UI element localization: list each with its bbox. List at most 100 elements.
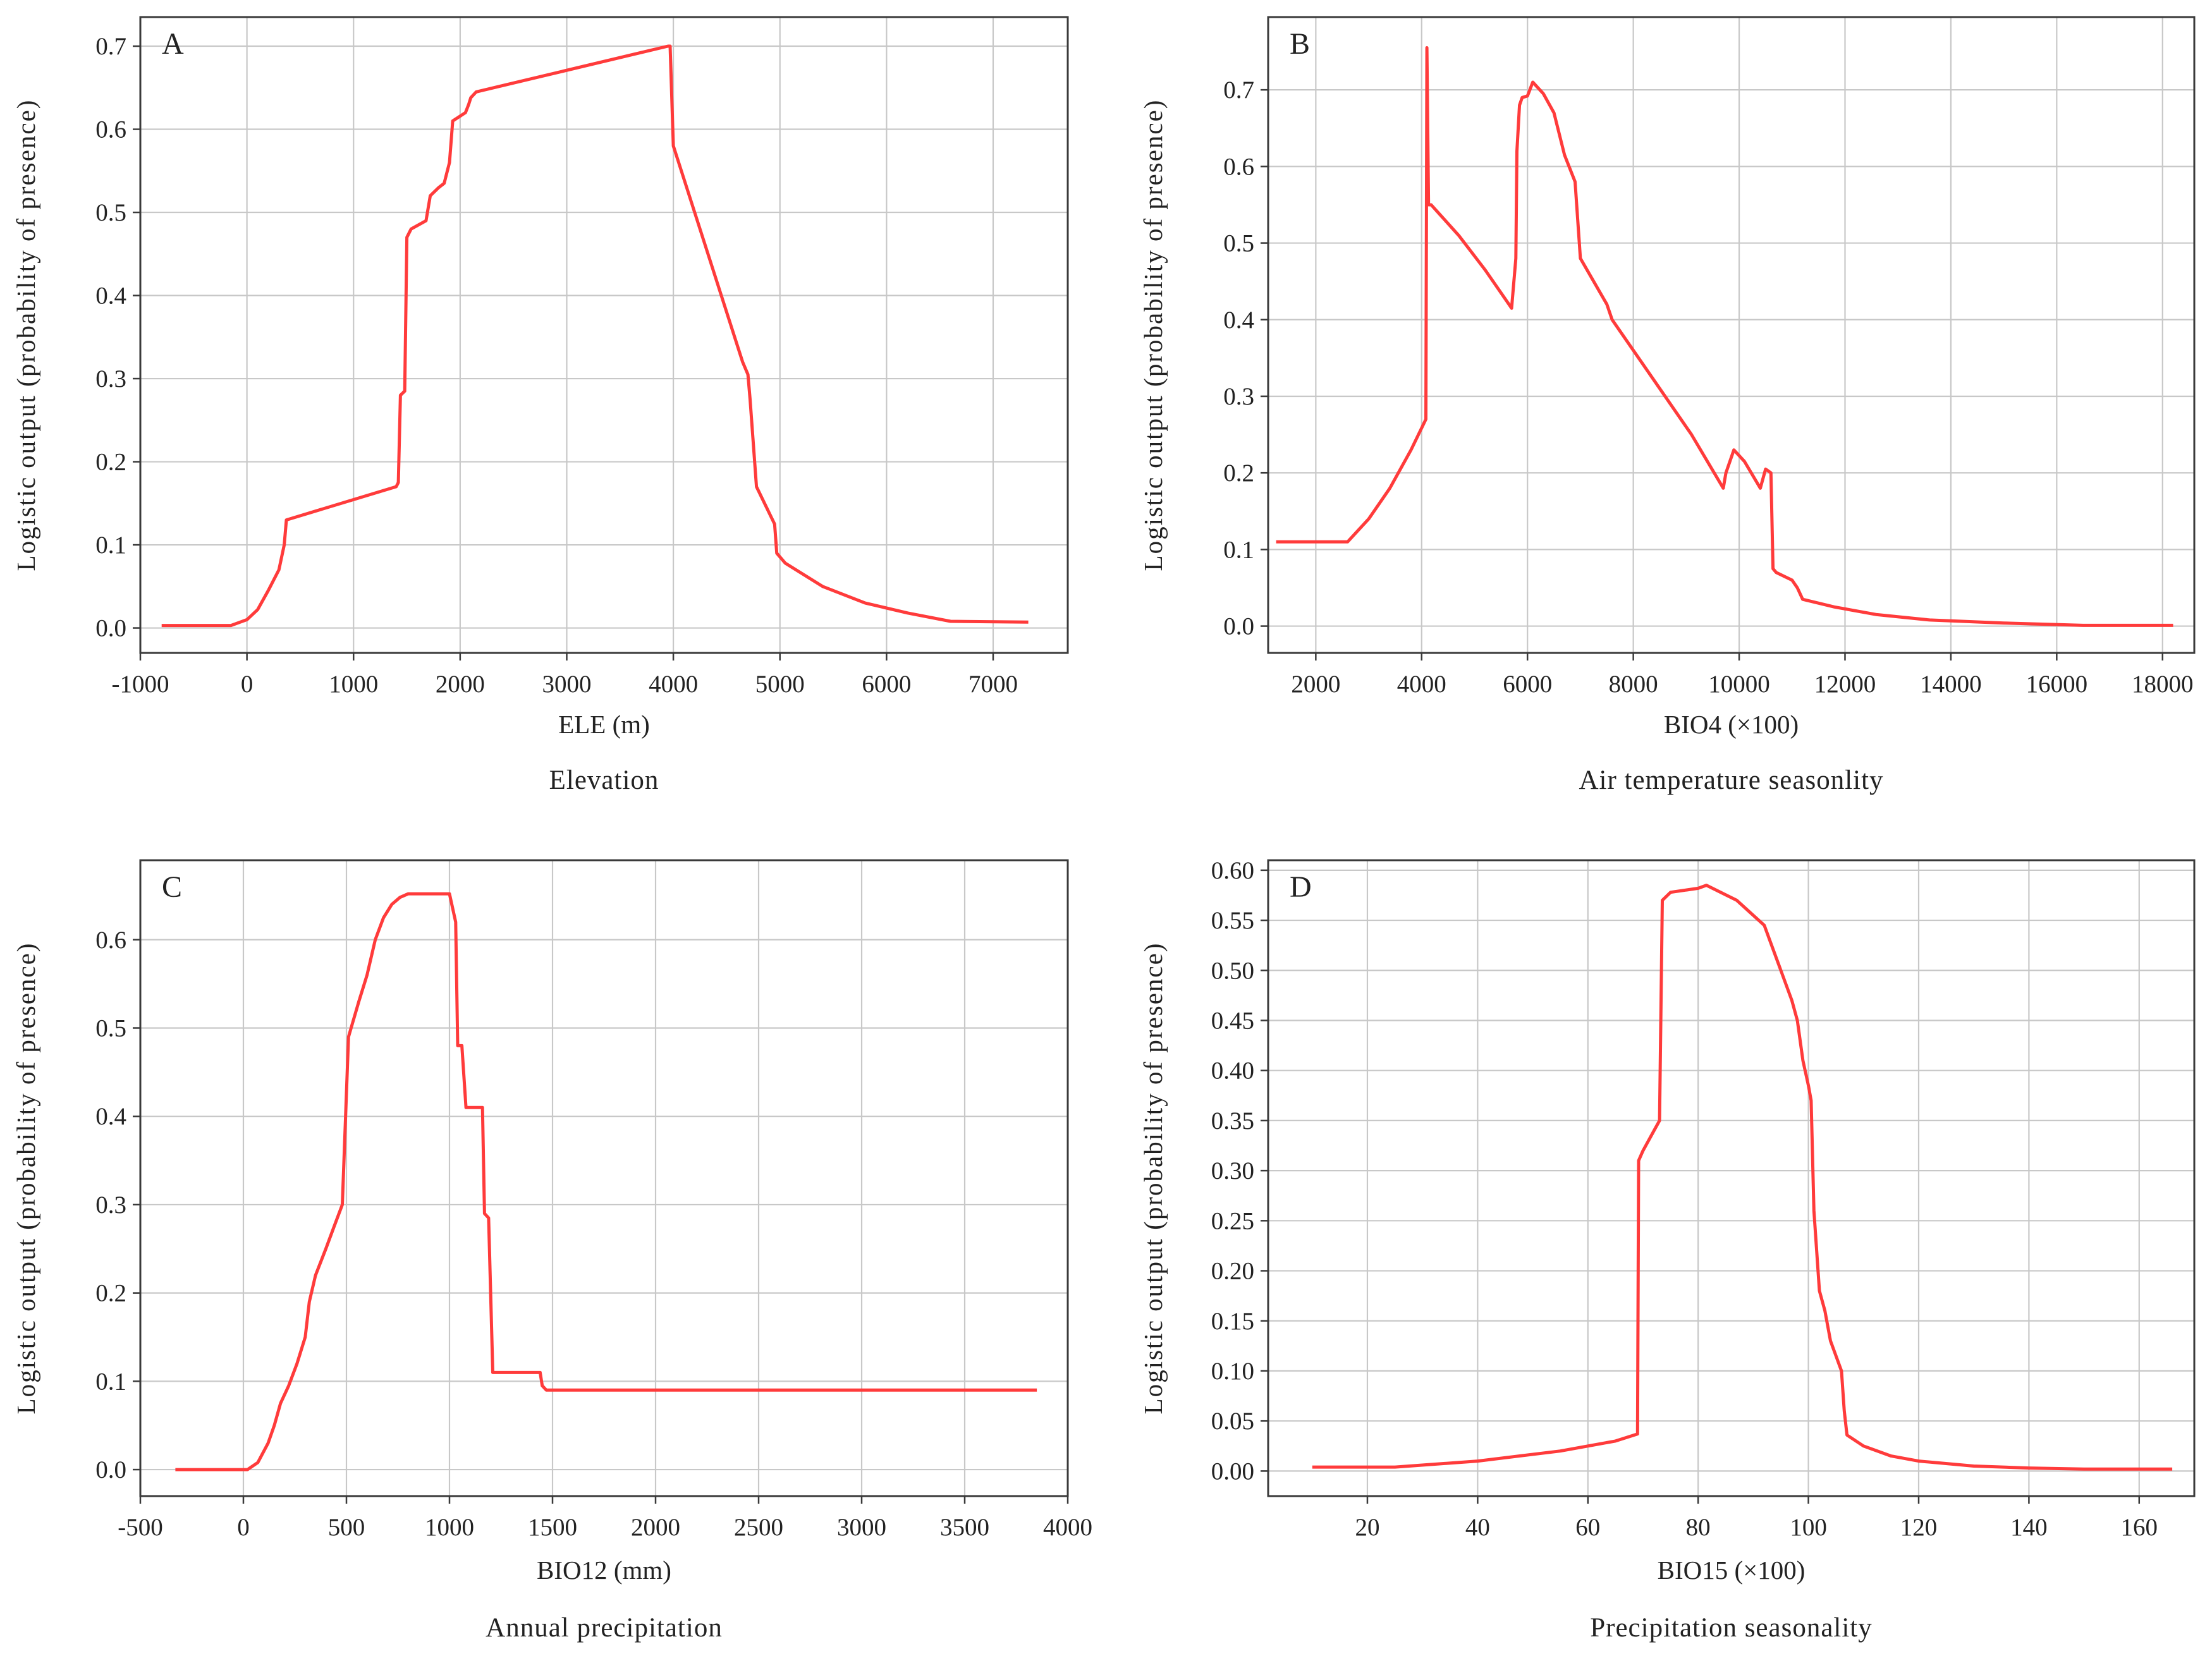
panel-D-ytick-label-12: 0.60 bbox=[1211, 857, 1254, 884]
panel-D-xtick-label-6: 140 bbox=[2010, 1514, 2048, 1541]
panel-C-xtick-label-2: 500 bbox=[328, 1514, 365, 1541]
panel-C-xtick-label-1: 0 bbox=[237, 1514, 250, 1541]
panel-B-xtick-label-3: 8000 bbox=[1609, 671, 1658, 698]
panel-A-xtick-label-5: 4000 bbox=[649, 671, 698, 698]
panel-A-letter: A bbox=[162, 27, 184, 61]
panel-A-xtick-label-7: 6000 bbox=[862, 671, 911, 698]
panel-D-ytick-label-8: 0.40 bbox=[1211, 1057, 1254, 1085]
panel-D-ytick-label-4: 0.20 bbox=[1211, 1258, 1254, 1285]
panel-A-ytick-label-2: 0.2 bbox=[95, 449, 126, 476]
panel-D-ytick-label-2: 0.10 bbox=[1211, 1358, 1254, 1385]
panel-D-ytick-label-10: 0.50 bbox=[1211, 957, 1254, 984]
panel-B-xtick-label-0: 2000 bbox=[1291, 671, 1340, 698]
panel-D-ytick-label-1: 0.05 bbox=[1211, 1408, 1254, 1435]
panel-A-xlabel: ELE (m) bbox=[558, 710, 650, 739]
panel-A-xtick-label-3: 2000 bbox=[436, 671, 485, 698]
panel-C-xtick-label-3: 1000 bbox=[425, 1514, 474, 1541]
panel-A-ticks: -1000 0 1000 2000 3000 4000 5000 6000 7000 0.0 0.1… bbox=[95, 33, 1018, 698]
panel-C-xtick-label-5: 2000 bbox=[631, 1514, 680, 1541]
panel-C-xtick-label-4: 1500 bbox=[528, 1514, 577, 1541]
panel-C-ytick-label-2: 0.2 bbox=[95, 1280, 126, 1307]
panel-A-ylabel: Logistic output (probability of presence… bbox=[11, 99, 40, 571]
panel-D-xtick-label-0: 20 bbox=[1355, 1514, 1379, 1541]
panel-B-caption: Air temperature seasonlity bbox=[1579, 765, 1883, 795]
panel-A-xtick-label-6: 5000 bbox=[755, 671, 805, 698]
panel-A-ytick-label-0: 0.0 bbox=[95, 615, 126, 642]
panel-A: -1000 0 1000 2000 3000 4000 5000 6000 7000 0.0 0.1… bbox=[11, 16, 1069, 795]
panel-D-ytick-label-5: 0.25 bbox=[1211, 1207, 1254, 1234]
panel-D: 20 40 60 80 100 120 140 160 0.00 0.05 0.10 0.15 0.20… bbox=[1139, 857, 2196, 1643]
panel-A-xtick-label-4: 3000 bbox=[542, 671, 591, 698]
panel-B-grid bbox=[1268, 17, 2194, 653]
panel-D-xtick-label-5: 120 bbox=[1900, 1514, 1938, 1541]
panel-C-ytick-label-6: 0.6 bbox=[95, 927, 126, 954]
panel-C-frame bbox=[139, 859, 1069, 1497]
panel-C-caption: Annual precipitation bbox=[486, 1613, 723, 1643]
panel-C-response-curve bbox=[175, 892, 1037, 1471]
panel-D-ytick-label-0: 0.00 bbox=[1211, 1458, 1254, 1485]
panel-D-ytick-label-3: 0.15 bbox=[1211, 1308, 1254, 1335]
panel-A-ytick-label-6: 0.6 bbox=[95, 116, 126, 143]
panel-D-ticks: 20 40 60 80 100 120 140 160 0.00 0.05 0.10 0.15 0.20… bbox=[1211, 857, 2158, 1541]
panel-B-response-curve bbox=[1276, 46, 2173, 627]
panel-A-ytick-label-5: 0.5 bbox=[95, 199, 126, 226]
panel-B-xlabel: BIO4 (×100) bbox=[1664, 710, 1799, 739]
panel-C-ytick-label-0: 0.0 bbox=[95, 1456, 126, 1483]
panel-B-xtick-label-8: 18000 bbox=[2132, 671, 2194, 698]
panel-C-ytick-label-3: 0.3 bbox=[95, 1191, 126, 1219]
panel-B-ytick-label-1: 0.1 bbox=[1223, 536, 1254, 563]
panel-A-grid bbox=[140, 17, 1068, 653]
panel-B-letter: B bbox=[1290, 27, 1310, 61]
panel-B-ytick-label-0: 0.0 bbox=[1223, 613, 1254, 640]
panel-C-ylabel: Logistic output (probability of presence… bbox=[11, 942, 40, 1415]
panel-B-ylabel: Logistic output (probability of presence… bbox=[1139, 99, 1168, 571]
panel-B-ytick-label-4: 0.4 bbox=[1223, 307, 1254, 334]
panel-C-xtick-label-0: -500 bbox=[118, 1514, 163, 1541]
panel-B-xtick-label-4: 10000 bbox=[1708, 671, 1770, 698]
panel-D-ytick-label-9: 0.45 bbox=[1211, 1007, 1254, 1034]
panel-C-xtick-label-8: 3500 bbox=[940, 1514, 989, 1541]
panel-C-ytick-label-5: 0.5 bbox=[95, 1014, 126, 1042]
panel-A-ytick-label-7: 0.7 bbox=[95, 33, 126, 60]
panel-B-ytick-label-3: 0.3 bbox=[1223, 383, 1254, 410]
panel-C-grid bbox=[140, 860, 1068, 1496]
panel-A-xtick-label-2: 1000 bbox=[329, 671, 378, 698]
panel-D-letter: D bbox=[1290, 870, 1312, 904]
panel-B-xtick-label-7: 16000 bbox=[2026, 671, 2088, 698]
panel-A-ytick-label-4: 0.4 bbox=[95, 283, 126, 310]
panel-D-ytick-label-11: 0.55 bbox=[1211, 907, 1254, 934]
panel-D-ytick-label-7: 0.35 bbox=[1211, 1107, 1254, 1135]
panel-D-ytick-label-6: 0.30 bbox=[1211, 1157, 1254, 1184]
panel-B-xtick-label-6: 14000 bbox=[1920, 671, 1982, 698]
panel-B-xtick-label-1: 4000 bbox=[1397, 671, 1446, 698]
panel-A-xtick-label-1: 0 bbox=[241, 671, 254, 698]
panel-A-xtick-label-8: 7000 bbox=[969, 671, 1018, 698]
panel-D-xtick-label-4: 100 bbox=[1790, 1514, 1827, 1541]
panel-B-frame bbox=[1267, 16, 2196, 654]
panel-B-xtick-label-2: 6000 bbox=[1503, 671, 1552, 698]
panel-B-ytick-label-2: 0.2 bbox=[1223, 460, 1254, 487]
panel-B-ytick-label-5: 0.5 bbox=[1223, 230, 1254, 257]
panel-B-ytick-label-6: 0.6 bbox=[1223, 153, 1254, 180]
panel-A-response-curve bbox=[161, 44, 1029, 628]
panel-C-letter: C bbox=[162, 870, 182, 904]
panel-D-xlabel: BIO15 (×100) bbox=[1658, 1556, 1806, 1585]
panel-A-frame bbox=[139, 16, 1069, 654]
panel-A-xtick-label-0: -1000 bbox=[112, 671, 169, 698]
panel-C-xtick-label-7: 3000 bbox=[837, 1514, 886, 1541]
panel-D-xtick-label-7: 160 bbox=[2121, 1514, 2158, 1541]
panel-D-frame bbox=[1267, 859, 2196, 1497]
panel-B-ytick-label-7: 0.7 bbox=[1223, 76, 1254, 104]
panel-D-response-curve bbox=[1312, 884, 2173, 1471]
panel-D-xtick-label-1: 40 bbox=[1465, 1514, 1490, 1541]
panel-A-ytick-label-3: 0.3 bbox=[95, 365, 126, 393]
panel-A-ytick-label-1: 0.1 bbox=[95, 532, 126, 559]
panel-C: -500 0 500 1000 1500 2000 2500 3000 3500 4000 0.0 0… bbox=[11, 859, 1092, 1643]
panel-C-xlabel: BIO12 (mm) bbox=[537, 1556, 671, 1585]
panel-D-caption: Precipitation seasonality bbox=[1590, 1613, 1873, 1643]
panel-B-ticks: 2000 4000 6000 8000 10000 12000 14000 16000 1800… bbox=[1223, 76, 2193, 698]
panel-B: 2000 4000 6000 8000 10000 12000 14000 16000 1800… bbox=[1139, 16, 2196, 795]
panel-B-xtick-label-5: 12000 bbox=[1814, 671, 1876, 698]
panel-C-ytick-label-4: 0.4 bbox=[95, 1103, 126, 1130]
